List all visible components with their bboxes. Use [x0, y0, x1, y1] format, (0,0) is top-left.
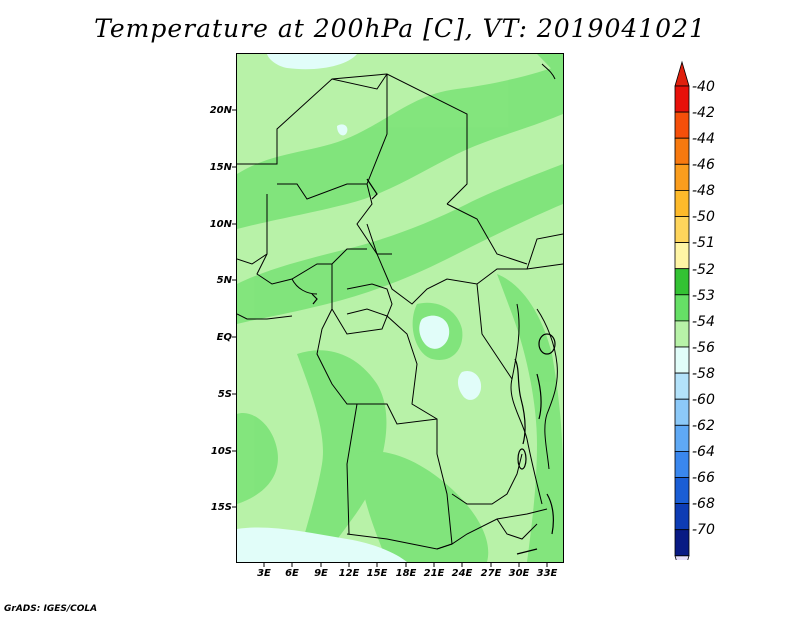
lon-label-27e: 27E — [480, 568, 502, 579]
colorbar-label-12: -60 — [692, 392, 715, 408]
colorbar-label-1: -42 — [692, 105, 715, 121]
colorbar-cell — [674, 320, 690, 348]
colorbar-cell — [674, 85, 690, 113]
lat-label-15n: 15N — [209, 162, 232, 173]
lat-label-20n: 20N — [209, 105, 232, 116]
lon-label-15e: 15E — [366, 568, 388, 579]
colorbar-label-15: -66 — [692, 470, 715, 486]
lon-label-30e: 30E — [508, 568, 530, 579]
lon-label-12e: 12E — [338, 568, 360, 579]
map-title: Temperature at 200hPa [C], VT: 201904102… — [94, 14, 706, 43]
colorbar-label-8: -53 — [692, 288, 715, 304]
lat-label-5n: 5N — [216, 275, 232, 286]
colorbar-cell — [674, 111, 690, 139]
colorbar-cell — [674, 424, 690, 452]
colorbar-cell — [674, 503, 690, 531]
lon-label-33e: 33E — [536, 568, 558, 579]
colorbar-label-16: -68 — [692, 496, 715, 512]
lon-label-18e: 18E — [395, 568, 417, 579]
colorbar-cell — [674, 346, 690, 374]
lon-label-24e: 24E — [451, 568, 473, 579]
colorbar-cell — [674, 216, 690, 244]
colorbar-cell — [674, 398, 690, 426]
colorbar-label-9: -54 — [692, 314, 715, 330]
lon-label-6e: 6E — [285, 568, 299, 579]
colorbar-bottom-arrow — [674, 555, 690, 560]
lon-ticks — [263, 562, 548, 567]
lon-label-3e: 3E — [257, 568, 271, 579]
colorbar-label-7: -52 — [692, 262, 715, 278]
lon-label-9e: 9E — [314, 568, 328, 579]
temperature-field — [237, 54, 563, 562]
lat-label-10n: 10N — [209, 219, 232, 230]
colorbar-label-11: -58 — [692, 366, 715, 382]
grads-credit: GrADS: IGES/COLA — [4, 604, 98, 614]
colorbar-label-17: -70 — [692, 522, 715, 538]
lat-label-15s: 15S — [210, 502, 232, 513]
colorbar-label-2: -44 — [692, 131, 715, 147]
colorbar — [674, 60, 690, 560]
colorbar-top-arrow — [674, 60, 690, 87]
colorbar-label-0: -40 — [692, 79, 715, 95]
lon-label-21e: 21E — [423, 568, 445, 579]
lat-label-eq: EQ — [216, 332, 232, 343]
colorbar-cell — [674, 268, 690, 296]
colorbar-label-5: -50 — [692, 209, 715, 225]
colorbar-cell — [674, 477, 690, 505]
colorbar-cell — [674, 189, 690, 217]
lat-ticks — [232, 109, 237, 508]
colorbar-cell — [674, 529, 690, 557]
map-panel — [236, 53, 564, 563]
colorbar-cell — [674, 242, 690, 270]
colorbar-cell — [674, 450, 690, 478]
lat-label-10s: 10S — [210, 446, 232, 457]
colorbar-label-6: -51 — [692, 235, 715, 251]
colorbar-label-4: -48 — [692, 183, 715, 199]
lat-label-5s: 5S — [217, 389, 232, 400]
colorbar-label-10: -56 — [692, 340, 715, 356]
colorbar-cell — [674, 137, 690, 165]
colorbar-cell — [674, 163, 690, 191]
colorbar-label-13: -62 — [692, 418, 715, 434]
colorbar-cell — [674, 372, 690, 400]
colorbar-label-3: -46 — [692, 157, 715, 173]
colorbar-label-14: -64 — [692, 444, 715, 460]
colorbar-cell — [674, 294, 690, 322]
